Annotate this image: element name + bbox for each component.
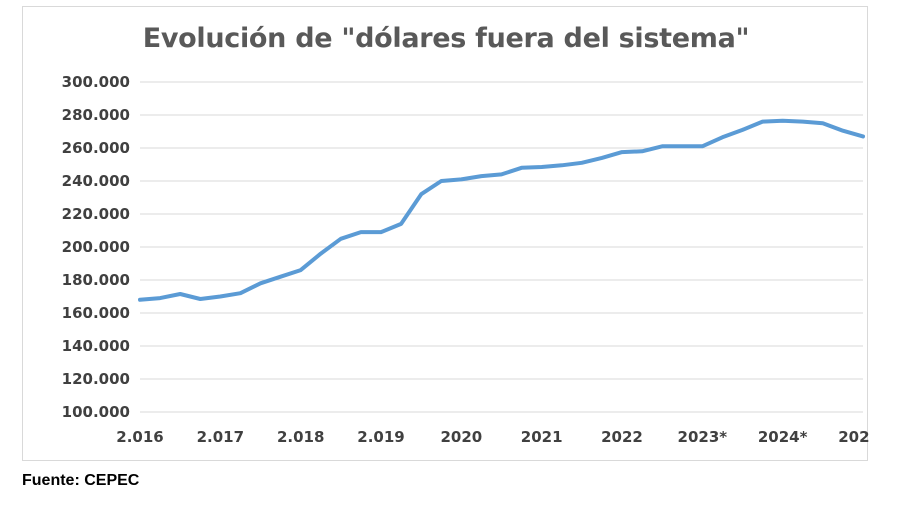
y-tick-label: 120.000 [62, 370, 130, 388]
chart-frame: Evolución de "dólares fuera del sistema"… [22, 6, 869, 461]
y-tick-label: 140.000 [62, 337, 130, 355]
y-tick-label: 300.000 [62, 73, 130, 91]
x-tick-label: 2.017 [197, 428, 244, 446]
y-tick-label: 220.000 [62, 205, 130, 223]
chart-title: Evolución de "dólares fuera del sistema" [142, 23, 750, 54]
x-tick-label: 2.018 [277, 428, 324, 446]
x-tick-label: 2022 [601, 428, 643, 446]
x-tick-label: 2023* [678, 428, 728, 446]
y-tick-label: 100.000 [62, 403, 130, 421]
x-tick-label: 2024* [758, 428, 808, 446]
series-line [138, 118, 865, 302]
y-tick-label: 180.000 [62, 271, 130, 289]
line-chart: 100.000 120.000 140.000 160.000 180.000 200.0… [62, 73, 869, 446]
x-tick-label: 2020 [440, 428, 482, 446]
x-tick-label: 2.019 [357, 428, 404, 446]
x-tick-label: 2025* [838, 428, 869, 446]
x-tick-label: 2021 [521, 428, 563, 446]
x-tick-label: 2.016 [116, 428, 163, 446]
y-tick-label: 240.000 [62, 172, 130, 190]
y-tick-label: 260.000 [62, 139, 130, 157]
y-tick-label: 200.000 [62, 238, 130, 256]
y-tick-label: 160.000 [62, 304, 130, 322]
source-note: Fuente: CEPEC [22, 472, 140, 489]
y-tick-label: 280.000 [62, 106, 130, 124]
